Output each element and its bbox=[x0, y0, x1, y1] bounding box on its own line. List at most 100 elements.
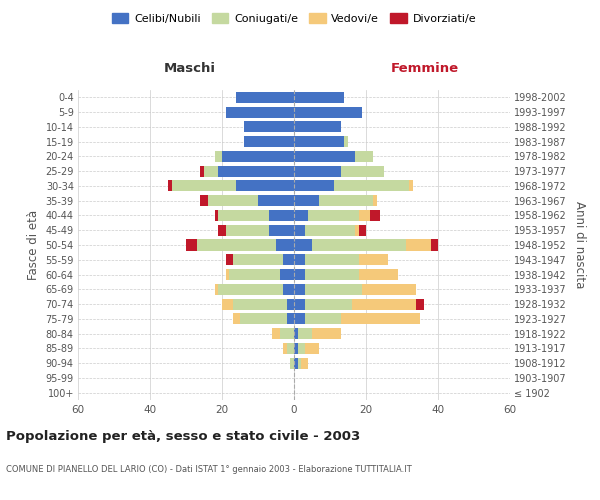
Bar bbox=[287, 343, 294, 354]
Bar bbox=[305, 284, 362, 295]
Bar bbox=[312, 240, 406, 250]
Bar bbox=[215, 210, 218, 221]
Bar bbox=[298, 328, 312, 339]
Bar bbox=[236, 92, 294, 103]
Bar bbox=[359, 224, 366, 236]
Bar bbox=[298, 343, 305, 354]
Bar bbox=[294, 106, 362, 118]
Bar bbox=[305, 224, 355, 236]
Bar bbox=[233, 314, 240, 324]
Bar bbox=[298, 358, 301, 368]
Bar bbox=[218, 210, 269, 221]
Bar bbox=[244, 136, 294, 147]
Bar bbox=[244, 122, 294, 132]
Bar bbox=[370, 210, 380, 221]
Bar bbox=[233, 254, 283, 266]
Bar bbox=[334, 180, 409, 192]
Bar bbox=[280, 269, 294, 280]
Bar bbox=[344, 136, 348, 147]
Bar bbox=[226, 254, 233, 266]
Bar bbox=[204, 166, 218, 176]
Bar bbox=[305, 269, 359, 280]
Bar bbox=[305, 298, 352, 310]
Bar bbox=[294, 195, 319, 206]
Bar bbox=[200, 195, 208, 206]
Bar bbox=[229, 269, 280, 280]
Bar bbox=[290, 358, 294, 368]
Bar bbox=[294, 314, 305, 324]
Bar bbox=[431, 240, 438, 250]
Bar bbox=[294, 358, 298, 368]
Bar bbox=[222, 151, 294, 162]
Bar bbox=[294, 180, 334, 192]
Bar bbox=[269, 210, 294, 221]
Bar bbox=[294, 210, 308, 221]
Bar bbox=[172, 180, 236, 192]
Bar bbox=[301, 358, 308, 368]
Bar bbox=[222, 298, 233, 310]
Bar bbox=[341, 314, 420, 324]
Bar bbox=[283, 284, 294, 295]
Bar bbox=[341, 166, 384, 176]
Bar bbox=[359, 210, 370, 221]
Bar bbox=[294, 166, 341, 176]
Bar bbox=[283, 343, 287, 354]
Bar bbox=[294, 92, 344, 103]
Bar bbox=[294, 284, 305, 295]
Y-axis label: Anni di nascita: Anni di nascita bbox=[572, 202, 586, 288]
Bar bbox=[168, 180, 172, 192]
Bar bbox=[240, 314, 287, 324]
Bar bbox=[197, 240, 276, 250]
Bar bbox=[362, 284, 416, 295]
Bar bbox=[294, 151, 355, 162]
Bar bbox=[359, 269, 398, 280]
Bar bbox=[218, 166, 294, 176]
Bar bbox=[373, 195, 377, 206]
Y-axis label: Fasce di età: Fasce di età bbox=[27, 210, 40, 280]
Bar bbox=[312, 328, 341, 339]
Bar bbox=[294, 240, 312, 250]
Bar bbox=[233, 298, 287, 310]
Bar bbox=[416, 298, 424, 310]
Text: Maschi: Maschi bbox=[164, 62, 216, 75]
Bar bbox=[355, 224, 359, 236]
Bar bbox=[287, 314, 294, 324]
Text: Popolazione per età, sesso e stato civile - 2003: Popolazione per età, sesso e stato civil… bbox=[6, 430, 360, 443]
Bar bbox=[409, 180, 413, 192]
Bar bbox=[186, 240, 197, 250]
Bar bbox=[269, 224, 294, 236]
Bar bbox=[287, 298, 294, 310]
Bar bbox=[215, 284, 218, 295]
Bar bbox=[294, 136, 344, 147]
Bar bbox=[226, 106, 294, 118]
Legend: Celibi/Nubili, Coniugati/e, Vedovi/e, Divorziati/e: Celibi/Nubili, Coniugati/e, Vedovi/e, Di… bbox=[107, 9, 481, 29]
Bar bbox=[294, 254, 305, 266]
Bar bbox=[226, 269, 229, 280]
Bar bbox=[294, 328, 298, 339]
Bar bbox=[305, 343, 319, 354]
Bar bbox=[283, 254, 294, 266]
Bar bbox=[280, 328, 294, 339]
Bar bbox=[355, 151, 373, 162]
Bar bbox=[294, 122, 341, 132]
Bar bbox=[258, 195, 294, 206]
Bar bbox=[272, 328, 280, 339]
Bar bbox=[226, 224, 269, 236]
Bar bbox=[236, 180, 294, 192]
Bar bbox=[215, 151, 222, 162]
Bar bbox=[308, 210, 359, 221]
Bar bbox=[276, 240, 294, 250]
Bar bbox=[200, 166, 204, 176]
Text: COMUNE DI PIANELLO DEL LARIO (CO) - Dati ISTAT 1° gennaio 2003 - Elaborazione TU: COMUNE DI PIANELLO DEL LARIO (CO) - Dati… bbox=[6, 465, 412, 474]
Bar bbox=[218, 224, 226, 236]
Bar bbox=[294, 269, 305, 280]
Bar bbox=[294, 343, 298, 354]
Bar bbox=[294, 298, 305, 310]
Bar bbox=[352, 298, 416, 310]
Bar bbox=[305, 314, 341, 324]
Bar bbox=[305, 254, 359, 266]
Bar bbox=[294, 224, 305, 236]
Bar bbox=[406, 240, 431, 250]
Bar bbox=[359, 254, 388, 266]
Bar bbox=[218, 284, 283, 295]
